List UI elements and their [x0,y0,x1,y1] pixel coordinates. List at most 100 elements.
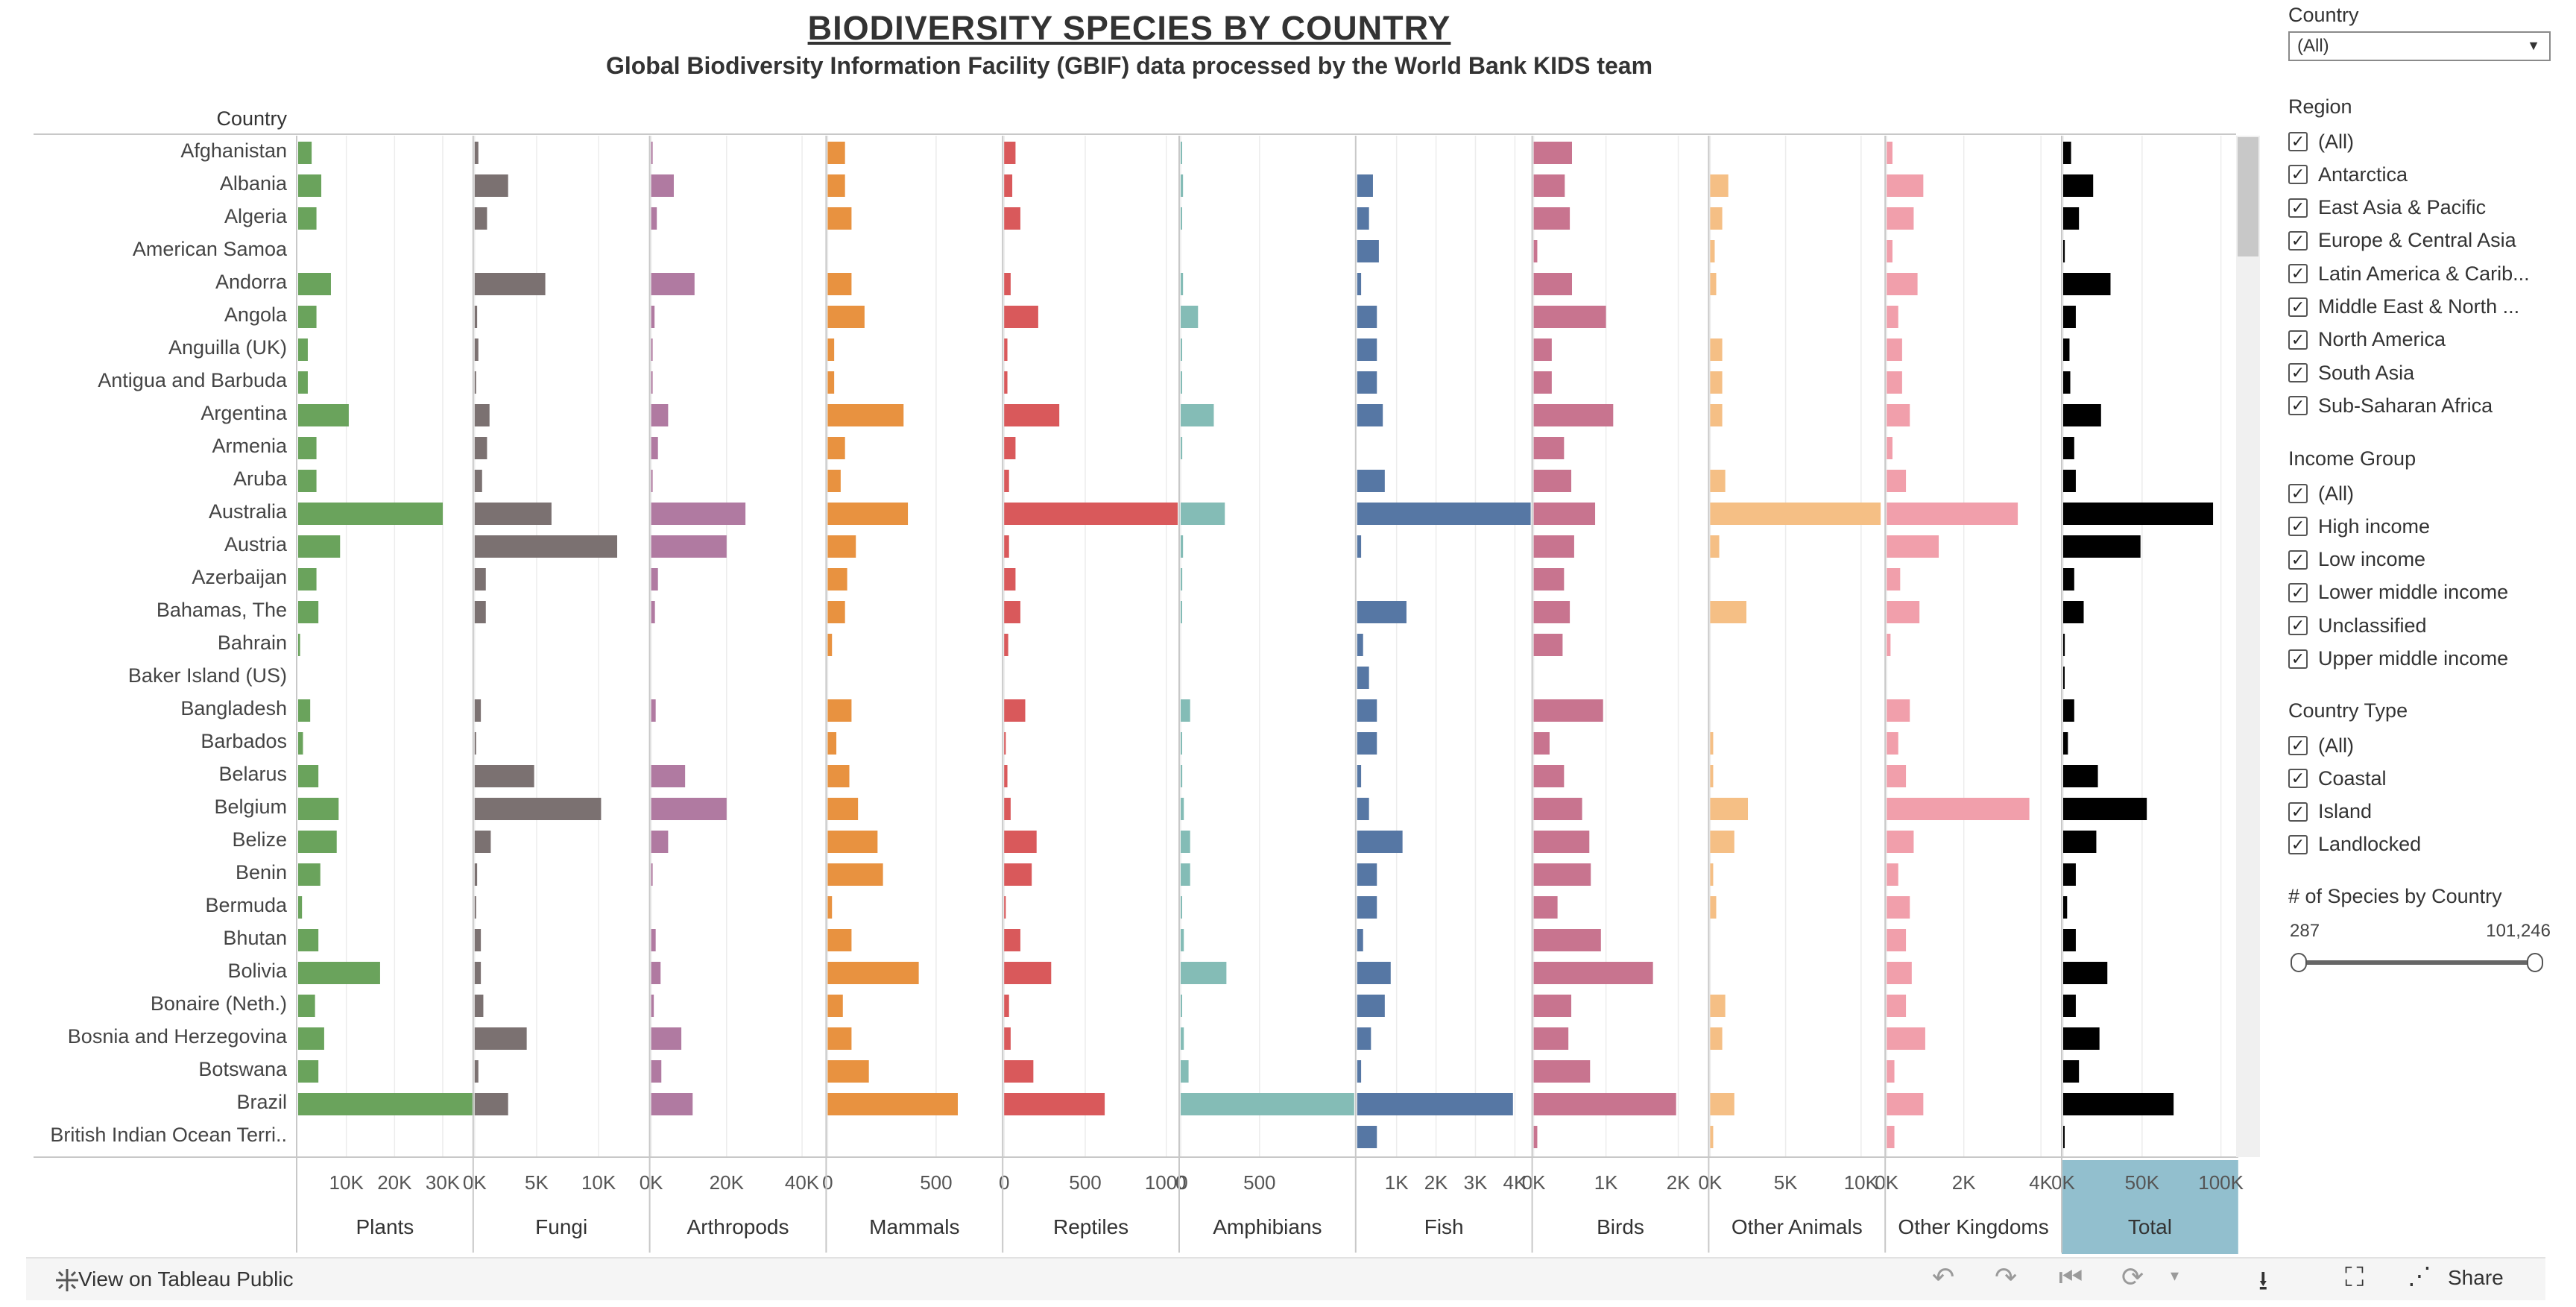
checkbox-checked-icon[interactable]: ✓ [2288,549,2308,570]
bar[interactable] [1357,831,1403,853]
bar[interactable] [827,601,845,623]
bar[interactable] [1004,896,1006,919]
bar[interactable] [1004,1093,1105,1115]
species-range-track[interactable] [2297,960,2534,965]
bar[interactable] [651,568,658,590]
country-type-option[interactable]: ✓ Coastal [2288,765,2387,792]
bar[interactable] [474,699,482,722]
bar[interactable] [1887,338,1902,361]
bar[interactable] [1887,634,1891,656]
bar[interactable] [298,962,380,984]
bar[interactable] [651,995,654,1017]
bar[interactable] [1887,503,2018,525]
bar[interactable] [474,371,476,394]
region-option[interactable]: ✓ (All) [2288,128,2354,155]
bar[interactable] [474,765,534,787]
bar[interactable] [1004,831,1037,853]
bar[interactable] [298,503,443,525]
bar[interactable] [651,174,674,197]
bar[interactable] [1710,831,1734,853]
bar[interactable] [827,1027,852,1050]
bar[interactable] [1533,306,1606,328]
bar[interactable] [2063,1060,2080,1083]
bar[interactable] [474,1093,508,1115]
bar[interactable] [2063,929,2076,951]
checkbox-checked-icon[interactable]: ✓ [2288,649,2308,669]
bar[interactable] [1887,142,1892,164]
bar[interactable] [474,503,552,525]
bar[interactable] [1887,798,2030,820]
bar[interactable] [298,404,349,426]
bar[interactable] [1710,1126,1714,1148]
bar[interactable] [1533,1060,1591,1083]
bar[interactable] [827,962,919,984]
bar[interactable] [1357,1093,1513,1115]
bar[interactable] [298,601,319,623]
bar[interactable] [827,142,845,164]
bar[interactable] [474,798,602,820]
bar[interactable] [298,273,331,295]
bar[interactable] [1887,831,1914,853]
bar[interactable] [1181,995,1182,1017]
checkbox-checked-icon[interactable]: ✓ [2288,517,2308,537]
bar[interactable] [1181,1027,1184,1050]
bar[interactable] [1533,732,1550,755]
bar[interactable] [1533,929,1601,951]
bar[interactable] [827,732,837,755]
bar[interactable] [1357,404,1383,426]
bar[interactable] [827,1060,869,1083]
bar[interactable] [1710,207,1723,230]
bar[interactable] [2063,634,2065,656]
bar[interactable] [2063,207,2080,230]
bar[interactable] [1533,1027,1569,1050]
bar[interactable] [1181,863,1190,886]
bar[interactable] [1887,240,1892,262]
bar[interactable] [474,437,487,459]
bar[interactable] [474,995,484,1017]
bar[interactable] [827,470,841,492]
bar[interactable] [827,995,843,1017]
bar[interactable] [474,306,478,328]
bar[interactable] [827,929,852,951]
bar[interactable] [2063,371,2071,394]
income-group-option[interactable]: ✓ Upper middle income [2288,646,2508,673]
checkbox-checked-icon[interactable]: ✓ [2288,165,2308,185]
bar[interactable] [1357,240,1379,262]
species-range-max-handle[interactable] [2527,953,2543,972]
bar[interactable] [1181,535,1184,558]
bar[interactable] [298,142,312,164]
bar[interactable] [1357,1060,1362,1083]
bar[interactable] [1887,863,1898,886]
bar[interactable] [1710,404,1723,426]
revert-icon[interactable]: ⏮ [2059,1262,2083,1292]
bar[interactable] [1357,338,1377,361]
bar[interactable] [2063,240,2065,262]
bar[interactable] [2063,470,2076,492]
bar[interactable] [1004,338,1008,361]
bar[interactable] [1533,896,1558,919]
bar[interactable] [1357,535,1362,558]
bar[interactable] [2063,863,2076,886]
income-group-option[interactable]: ✓ Unclassified [2288,612,2427,639]
bar[interactable] [1710,371,1723,394]
bar[interactable] [1357,207,1369,230]
bar[interactable] [1533,437,1565,459]
bar[interactable] [651,273,695,295]
checkbox-checked-icon[interactable]: ✓ [2288,132,2308,151]
bar[interactable] [651,338,653,361]
bar[interactable] [1181,306,1199,328]
bar[interactable] [1004,306,1038,328]
income-group-option[interactable]: ✓ Low income [2288,547,2425,573]
bar[interactable] [2063,995,2076,1017]
bar[interactable] [827,207,852,230]
bar[interactable] [1004,404,1060,426]
checkbox-checked-icon[interactable]: ✓ [2288,396,2308,416]
bar[interactable] [1357,896,1377,919]
bar[interactable] [1357,962,1391,984]
bar[interactable] [1004,568,1016,590]
bar[interactable] [1357,371,1377,394]
bar[interactable] [1710,503,1881,525]
bar[interactable] [1887,207,1914,230]
bar[interactable] [1887,535,1939,558]
bar[interactable] [1181,1060,1189,1083]
